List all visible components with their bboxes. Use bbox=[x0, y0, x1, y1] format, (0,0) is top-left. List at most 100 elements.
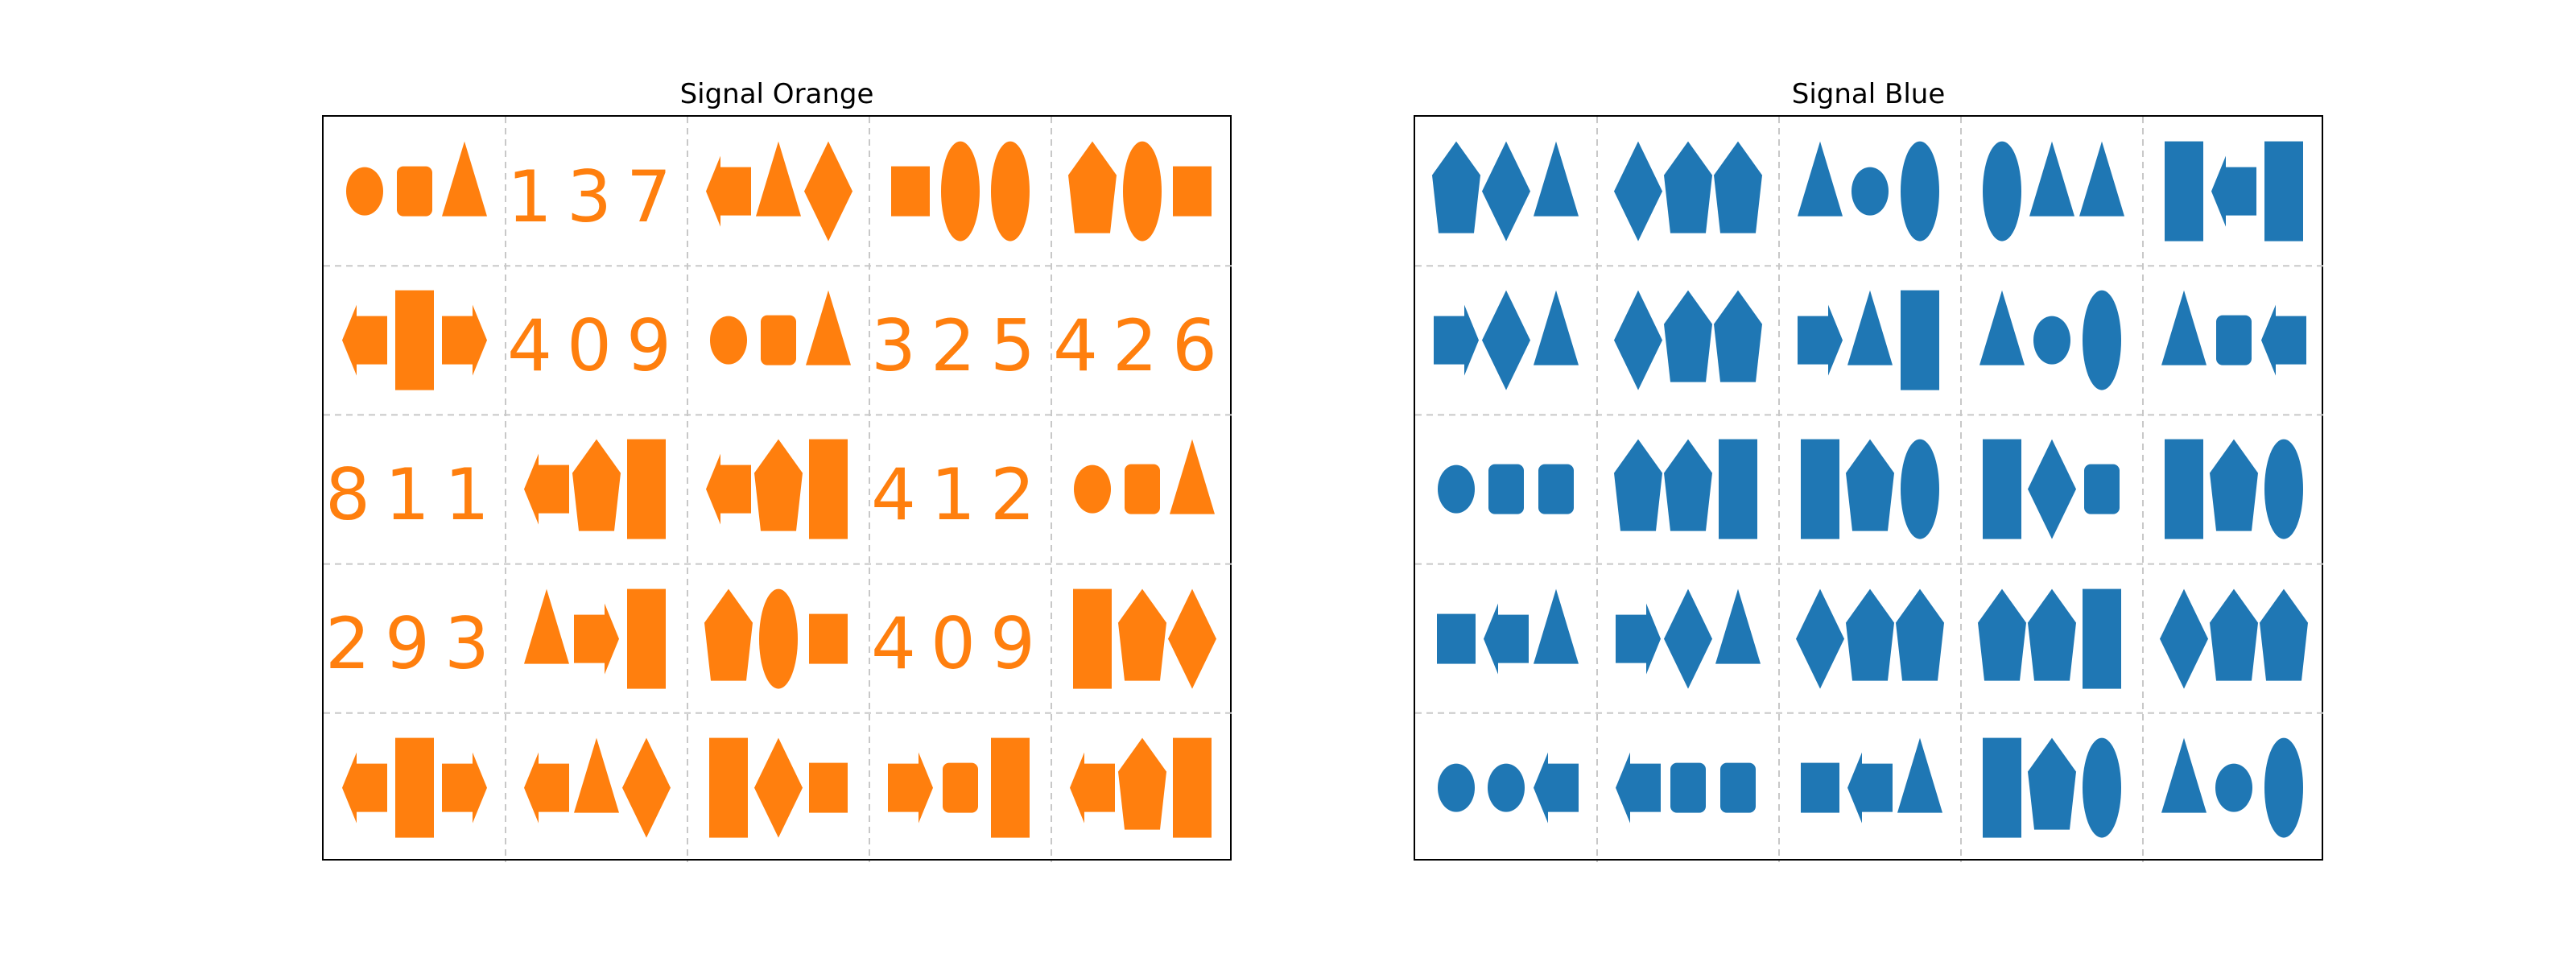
rect-glyph bbox=[1437, 613, 1476, 664]
tall-ellipse-glyph bbox=[1983, 141, 2021, 242]
grid-cell bbox=[1415, 415, 1597, 564]
rounded-rect-glyph bbox=[2084, 464, 2120, 514]
cell-glyph-group bbox=[1438, 464, 1574, 514]
cell-glyph-group bbox=[1073, 588, 1216, 689]
rect-glyph bbox=[809, 613, 848, 664]
cell-glyph-group bbox=[2160, 588, 2308, 689]
triangle-glyph bbox=[1534, 290, 1579, 365]
arrow-right-glyph bbox=[442, 752, 487, 824]
pentagon-glyph bbox=[1068, 141, 1117, 233]
panel-title: Signal Blue bbox=[1791, 78, 1946, 110]
grid-cell bbox=[1961, 713, 2143, 862]
rounded-rect-glyph bbox=[1670, 762, 1706, 813]
grid-cell bbox=[687, 564, 869, 713]
grid-cell bbox=[1597, 564, 1779, 713]
cell-glyph-group bbox=[524, 588, 666, 689]
pentagon-glyph bbox=[1896, 588, 1944, 681]
tall-ellipse-glyph bbox=[1901, 439, 1939, 539]
ellipse-glyph bbox=[1074, 464, 1111, 514]
triangle-glyph bbox=[1534, 588, 1579, 664]
tall-ellipse-glyph bbox=[2264, 737, 2303, 838]
rect-glyph bbox=[809, 762, 848, 813]
ellipse-glyph bbox=[1852, 167, 1889, 216]
rounded-rect-glyph bbox=[2216, 315, 2252, 365]
tall-ellipse-glyph bbox=[991, 141, 1030, 242]
cell-glyph-group bbox=[706, 439, 848, 539]
ellipse-glyph bbox=[2215, 763, 2252, 812]
arrow-left-glyph bbox=[2211, 155, 2256, 227]
ellipse-glyph bbox=[2033, 316, 2070, 365]
diamond-glyph bbox=[2028, 439, 2076, 539]
arrow-left-glyph bbox=[1616, 752, 1661, 824]
pentagon-glyph bbox=[572, 439, 621, 531]
diamond-glyph bbox=[804, 141, 852, 242]
cell-glyph-group bbox=[1438, 752, 1579, 824]
arrow-right-glyph bbox=[442, 304, 487, 376]
cell-number: 412 bbox=[871, 452, 1050, 536]
cell-glyph-group bbox=[1983, 141, 2124, 242]
grid-cell bbox=[2143, 564, 2325, 713]
grid-cell bbox=[1961, 117, 2143, 266]
grid-cell bbox=[1779, 713, 1961, 862]
cell-glyph-group bbox=[2165, 439, 2303, 539]
symbol-grid bbox=[1414, 115, 2325, 862]
cell-glyph-group bbox=[1798, 290, 1939, 390]
ellipse-glyph bbox=[346, 167, 383, 216]
grid-lines bbox=[324, 117, 1233, 862]
triangle-glyph bbox=[2029, 141, 2074, 217]
symbol-grid: 137 409 325 426 811 412 293 409 bbox=[322, 115, 1233, 862]
grid-cell bbox=[1415, 564, 1597, 713]
diamond-glyph bbox=[1796, 588, 1844, 689]
grid-cell bbox=[1597, 117, 1779, 266]
grid-cell bbox=[687, 713, 869, 862]
pentagon-glyph bbox=[754, 439, 803, 531]
tall-ellipse-glyph bbox=[759, 588, 798, 689]
tall-rect-glyph bbox=[1173, 737, 1212, 838]
grid-cell bbox=[1779, 564, 1961, 713]
diamond-glyph bbox=[1614, 141, 1662, 242]
cell-glyph-group bbox=[1616, 588, 1761, 689]
cell-glyph-group bbox=[1614, 439, 1757, 539]
arrow-right-glyph bbox=[574, 603, 619, 675]
tall-rect-glyph bbox=[1901, 290, 1939, 390]
cell-glyph-group bbox=[1614, 290, 1762, 390]
pentagon-glyph bbox=[1614, 439, 1662, 531]
arrow-right-glyph bbox=[1434, 304, 1479, 376]
rounded-rect-glyph bbox=[1488, 464, 1524, 514]
pentagon-glyph bbox=[2028, 588, 2076, 681]
cell-glyph-group bbox=[1798, 141, 1939, 242]
grid-cell bbox=[869, 117, 1051, 266]
pentagon-glyph bbox=[2028, 737, 2076, 830]
rounded-rect-glyph bbox=[1538, 464, 1574, 514]
pentagon-glyph bbox=[1714, 290, 1762, 382]
tall-ellipse-glyph bbox=[2083, 737, 2121, 838]
arrow-left-glyph bbox=[342, 752, 387, 824]
arrow-left-glyph bbox=[1070, 752, 1115, 824]
tall-rect-glyph bbox=[809, 439, 848, 539]
cell-glyph-group bbox=[1801, 439, 1939, 539]
grid-cell bbox=[1597, 415, 1779, 564]
pentagon-glyph bbox=[1664, 290, 1712, 382]
grid-cell bbox=[1779, 415, 1961, 564]
ellipse-glyph bbox=[1438, 464, 1475, 514]
tall-rect-glyph bbox=[395, 290, 434, 390]
cell-number: 409 bbox=[507, 303, 686, 387]
triangle-glyph bbox=[756, 141, 801, 217]
cell-glyph-group bbox=[1983, 439, 2120, 539]
pentagon-glyph bbox=[1846, 588, 1894, 681]
grid-cell bbox=[1415, 266, 1597, 415]
pentagon-glyph bbox=[2260, 588, 2308, 681]
ellipse-glyph bbox=[1488, 763, 1525, 812]
triangle-glyph bbox=[524, 588, 569, 664]
cell-glyph-group bbox=[1978, 588, 2121, 689]
cell-glyph-group bbox=[706, 141, 852, 242]
grid-cell bbox=[1961, 266, 2143, 415]
arrow-left-glyph bbox=[342, 304, 387, 376]
grid-cell bbox=[1051, 713, 1233, 862]
tall-ellipse-glyph bbox=[2264, 439, 2303, 539]
rect-glyph bbox=[1173, 166, 1212, 217]
cell-glyph-group bbox=[1979, 290, 2121, 390]
cell-glyph-group bbox=[1432, 141, 1579, 242]
grid-cell bbox=[1961, 415, 2143, 564]
cell-glyph-group bbox=[1434, 290, 1579, 390]
